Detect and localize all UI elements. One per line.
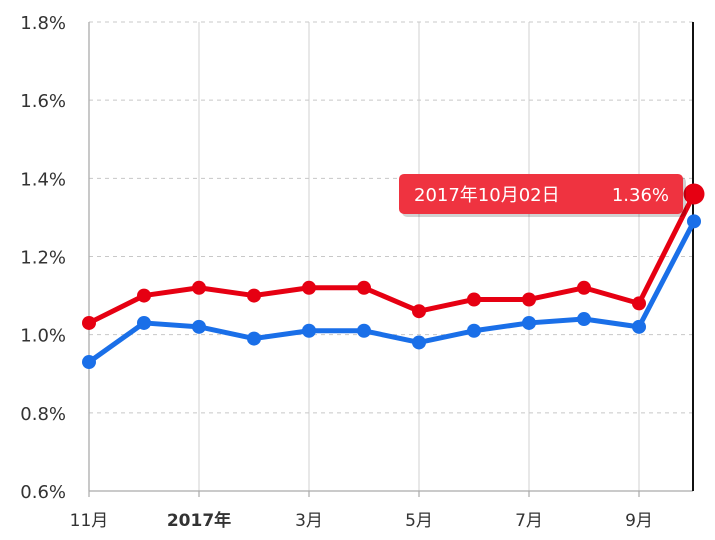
axes [88,22,694,497]
tooltip-date: 2017年10月02日 [414,185,560,206]
series-0 [82,183,705,330]
y-tick-label: 1.0% [20,326,66,347]
y-tick-label: 0.6% [20,482,66,503]
data-point [412,335,426,350]
tooltip: 2017年10月02日 1.36% [399,173,686,217]
series [82,183,705,370]
data-point [522,292,536,307]
data-point [467,292,481,307]
y-axis-ticks: 0.6% 0.8% 1.0% 1.2% 1.4% 1.6% 1.8% [20,13,66,503]
data-point [683,183,705,205]
data-point [192,319,206,334]
x-axis-ticks: 11月 2017年 3月 5月 7月 9月 [70,510,653,531]
data-point [632,319,646,334]
data-point [577,280,591,295]
x-tick-label: 7月 [515,511,543,531]
data-point [412,304,426,319]
series-line [86,191,697,326]
x-tick-label: 2017年 [167,510,231,531]
data-point [522,315,536,330]
x-tick-label: 3月 [295,511,323,531]
y-tick-label: 1.4% [20,169,66,190]
data-point [137,315,151,330]
y-tick-label: 1.6% [20,91,66,112]
data-point [82,315,96,330]
data-point [467,323,481,338]
data-point [632,296,646,311]
data-point [192,280,206,295]
y-tick-label: 0.8% [20,404,66,425]
data-point [247,331,261,346]
grid [88,21,693,491]
data-point [357,280,371,295]
tooltip-box [399,173,683,214]
data-point [137,288,151,303]
y-tick-label: 1.2% [20,248,66,269]
x-tick-label: 5月 [405,511,433,531]
data-point [577,312,591,327]
tooltip-value: 1.36% [612,185,669,206]
data-point [302,323,316,338]
y-tick-label: 1.8% [20,13,66,34]
data-point [357,323,371,338]
data-point [687,214,701,229]
data-point [82,355,96,370]
x-tick-label: 9月 [625,511,653,531]
data-point [302,280,316,295]
series-line [86,218,697,365]
series-1 [82,214,701,370]
data-point [247,288,261,303]
x-tick-label: 11月 [70,511,109,531]
